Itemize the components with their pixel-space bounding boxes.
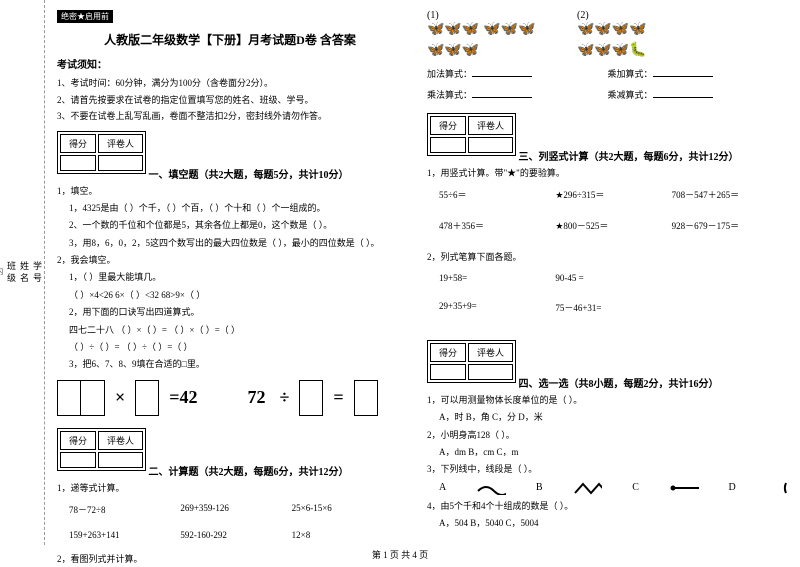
s3-row-1: 55÷6＝ ★296÷315＝ 708－547＋265＝ — [427, 188, 788, 201]
shape-options: A B C D — [427, 481, 788, 495]
section-3-heading: 三、列竖式计算（共2大题，每题6分，共计12分） — [519, 152, 739, 163]
s4-q2o: A，dm B，cm C，m — [427, 445, 788, 459]
group-2: (2) 🦋🦋🦋🦋 🦋🦋🦋🐛 — [577, 10, 697, 59]
eq-box — [57, 380, 81, 416]
q2b: （ ）×4<26 6×（ ）<32 68>9×（ ） — [57, 288, 403, 302]
q1c: 3，用8，6，0，2，5这四个数写出的最大四位数是（ ），最小的四位数是（ ）。 — [57, 236, 403, 250]
section-1-heading: 一、填空题（共2大题，每题5分，共计10分） — [149, 170, 349, 181]
q2f: 3，把6、7、8、9填在合适的□里。 — [57, 357, 403, 371]
calc-row-2: 159+263+141 592-160-292 12×8 — [57, 530, 403, 540]
section-4-heading: 四、选一选（共8小题，每题2分，共计16分） — [519, 379, 719, 390]
margin-xuehao: 学号 — [31, 261, 44, 285]
exam-title: 人教版二年级数学【下册】月考试题D卷 含答案 — [57, 31, 403, 48]
fill-line — [472, 88, 532, 98]
label-2: (2) — [577, 10, 589, 21]
rule-2: 2、请首先按要求在试卷的指定位置填写您的姓名、班级、学号。 — [57, 94, 403, 108]
q2a: 1，（ ）里最大能填几。 — [57, 270, 403, 284]
butterfly-icon: 🦋🦋🦋 — [427, 42, 479, 59]
segment-line-icon — [669, 481, 699, 495]
s4-q1o: A，时 B，角 C，分 D，米 — [427, 410, 788, 424]
formula-row-2: 乘法算式： 乘减算式： — [427, 88, 788, 101]
opt-a-label: A — [439, 482, 446, 493]
score-box-4: 得分评卷人 — [427, 340, 516, 383]
page-footer: 第 1 页 共 4 页 — [0, 548, 800, 561]
margin-xingming: 姓名 — [18, 261, 31, 285]
label-1: (1) — [427, 10, 439, 21]
butterfly-icon: 🦋🦋🦋 — [427, 21, 479, 38]
eq-box — [135, 380, 159, 416]
zigzag-line-icon — [573, 481, 603, 495]
left-column: 绝密★启用前 人教版二年级数学【下册】月考试题D卷 含答案 考试须知： 1、考试… — [45, 0, 415, 545]
fill-line — [653, 67, 713, 77]
s4-q3: 3，下列线中，线段是（ ）。 — [427, 462, 788, 476]
fill-line — [653, 88, 713, 98]
butterfly-icon: 🦋🦋🦋🦋 — [577, 21, 647, 38]
num-72: 72 — [248, 387, 266, 408]
opt-d-label: D — [729, 482, 736, 493]
score-box-2: 得分评卷人 — [57, 428, 146, 471]
fill-line — [472, 67, 532, 77]
rules-heading: 考试须知： — [57, 56, 403, 71]
score-box-1: 得分评卷人 — [57, 131, 146, 174]
arc-line-icon — [766, 481, 788, 495]
formula-row-1: 加法算式： 乘加算式： — [427, 67, 788, 80]
butterfly-images: (1) 🦋🦋🦋 🦋🦋🦋 🦋🦋🦋 (2) 🦋🦋🦋🦋 🦋🦋🦋🐛 — [427, 10, 788, 59]
s3-row-3: 19+58= 90-45 = — [427, 273, 788, 283]
binding-margin: 学号 姓名 班级 内 学校 线 封 乡镇(街道) — [0, 0, 45, 545]
wavy-line-icon — [476, 481, 506, 495]
eq-box — [354, 380, 378, 416]
q2e: （ ）÷（ ）= （ ）÷（ ）=（ ） — [57, 340, 403, 354]
grader-label: 评卷人 — [98, 134, 143, 153]
rule-3: 3、不要在试卷上乱写乱画，卷面不整洁扣2分，密封线外请勿作答。 — [57, 110, 403, 124]
s3-row-4: 29+35+9= 75－46+31= — [427, 301, 788, 314]
divide-icon: ÷ — [280, 387, 290, 408]
q1a: 1，4325是由（ ）个千，（ ）个百，（ ）个十和（ ）个一组成的。 — [57, 201, 403, 215]
score-label: 得分 — [60, 134, 96, 153]
s3-q1: 1，用竖式计算。带"★"的要验算。 — [427, 166, 788, 180]
s3-row-2: 478＋356＝ ★800－525＝ 928－679－175＝ — [427, 219, 788, 232]
margin-banji: 班级 — [5, 261, 18, 285]
q2: 2，我会填空。 — [57, 253, 403, 267]
butterfly-icon: 🦋🦋🦋🐛 — [577, 42, 647, 59]
rule-1: 1、考试时间：60分钟，满分为100分（含卷面分2分）。 — [57, 77, 403, 91]
q1b: 2、一个数的千位和个位都是5，其余各位上都是0，这个数是（ ）。 — [57, 218, 403, 232]
equals-text: =42 — [169, 387, 197, 408]
butterfly-icon: 🦋🦋🦋 — [483, 21, 535, 38]
equals-icon: = — [333, 387, 343, 408]
s4-q2: 2，小明身高128（ ）。 — [427, 428, 788, 442]
q2c: 2，用下面的口诀写出四道算式。 — [57, 305, 403, 319]
eq-box — [299, 380, 323, 416]
score-box-3: 得分评卷人 — [427, 113, 516, 156]
q1: 1，填空。 — [57, 184, 403, 198]
eq-box — [81, 380, 105, 416]
opt-c-label: C — [632, 482, 639, 493]
q2d: 四七二十八 （ ）×（ ）= （ ）×（ ）=（ ） — [57, 323, 403, 337]
multiply-icon: × — [115, 387, 125, 408]
s4-q4: 4，由5个千和4个十组成的数是（ ）。 — [427, 499, 788, 513]
equation-row: × =42 72 ÷ = — [57, 380, 403, 416]
secret-badge: 绝密★启用前 — [57, 10, 113, 23]
s4-q4o: A，504 B，5040 C，5004 — [427, 516, 788, 530]
calc-row-1: 78－72÷8 269+359-126 25×6-15×6 — [57, 503, 403, 516]
s3-q2: 2，列式笔算下面各题。 — [427, 250, 788, 264]
right-column: (1) 🦋🦋🦋 🦋🦋🦋 🦋🦋🦋 (2) 🦋🦋🦋🦋 🦋🦋🦋🐛 加法算式： 乘加算式… — [415, 0, 800, 545]
margin-nei: 内 — [0, 267, 5, 278]
s2-q1: 1，递等式计算。 — [57, 481, 403, 495]
section-2-heading: 二、计算题（共2大题，每题6分，共计12分） — [149, 467, 349, 478]
opt-b-label: B — [536, 482, 543, 493]
s4-q1: 1，可以用测量物体长度单位的是（ ）。 — [427, 393, 788, 407]
group-1: (1) 🦋🦋🦋 🦋🦋🦋 🦋🦋🦋 — [427, 10, 547, 59]
